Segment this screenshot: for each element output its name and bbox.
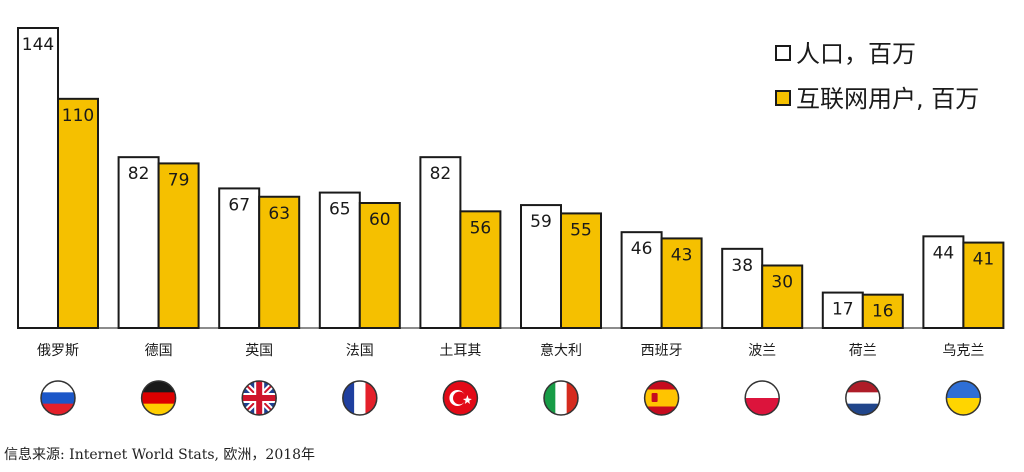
bar-internet-6 xyxy=(660,237,703,330)
value-label-population-5: 59 xyxy=(530,212,552,232)
legend: 人口，百万 互联网用户, 百万 xyxy=(775,40,979,113)
value-label-internet-8: 16 xyxy=(872,302,894,322)
germany-flag-icon xyxy=(140,380,177,416)
flags-layer xyxy=(40,380,982,416)
value-label-internet-7: 30 xyxy=(771,273,793,293)
value-label-population-8: 17 xyxy=(832,300,854,320)
bar-chart: 144 110 俄罗斯 82 79 德国 67 63 英国 65 60 法国 82 56 土耳其 59 55 意大… xyxy=(17,27,1005,416)
bar-internet-2 xyxy=(258,195,301,329)
value-label-internet-3: 60 xyxy=(369,210,391,230)
legend-swatch-internet xyxy=(775,90,791,106)
category-label-2: 英国 xyxy=(245,342,273,359)
italy-flag-icon xyxy=(543,380,579,416)
poland-flag-icon xyxy=(744,380,780,416)
labels-layer: 144 110 俄罗斯 82 79 德国 67 63 英国 65 60 法国 82 56 土耳其 59 55 意大… xyxy=(22,35,994,359)
category-label-5: 意大利 xyxy=(540,342,582,359)
value-label-population-0: 144 xyxy=(22,35,54,55)
category-label-7: 波兰 xyxy=(748,343,776,359)
value-label-internet-5: 55 xyxy=(570,220,592,240)
legend-label-internet: 互联网用户, 百万 xyxy=(796,85,979,113)
netherlands-flag-icon xyxy=(845,380,881,416)
bar-population-0 xyxy=(17,27,59,329)
value-label-population-2: 67 xyxy=(228,195,250,215)
bar-internet-8 xyxy=(861,293,904,329)
bar-internet-4 xyxy=(459,210,502,329)
bar-internet-9 xyxy=(962,241,1005,329)
category-label-1: 德国 xyxy=(145,343,173,359)
category-label-9: 乌克兰 xyxy=(942,343,984,359)
uk-flag-icon xyxy=(241,380,277,416)
category-label-3: 法国 xyxy=(346,343,374,359)
value-label-internet-2: 63 xyxy=(268,204,290,224)
turkey-flag-icon xyxy=(442,380,479,416)
bar-population-9 xyxy=(922,235,965,329)
bar-internet-0 xyxy=(57,97,99,330)
russia-flag-icon xyxy=(40,380,76,416)
spain-flag-icon xyxy=(643,380,680,416)
ukraine-flag-icon xyxy=(945,380,982,416)
france-flag-icon xyxy=(342,380,378,416)
value-label-internet-1: 79 xyxy=(168,170,190,190)
value-label-internet-0: 110 xyxy=(62,106,94,126)
bars-layer xyxy=(17,27,1005,330)
value-label-internet-6: 43 xyxy=(671,245,693,265)
legend-swatch-population xyxy=(775,45,791,61)
value-label-population-6: 46 xyxy=(631,239,653,259)
source-note: 信息来源: Internet World Stats, 欧洲，2018年 xyxy=(4,447,316,463)
category-label-4: 土耳其 xyxy=(439,343,481,359)
bar-internet-5 xyxy=(560,212,602,330)
bar-population-1 xyxy=(117,156,160,329)
category-label-6: 西班牙 xyxy=(641,343,683,359)
value-label-internet-9: 41 xyxy=(973,250,995,270)
category-label-0: 俄罗斯 xyxy=(37,343,79,359)
bar-internet-7 xyxy=(761,264,804,329)
category-label-8: 荷兰 xyxy=(849,343,877,359)
legend-label-population: 人口，百万 xyxy=(796,40,916,68)
value-label-population-4: 82 xyxy=(430,164,452,184)
value-label-population-9: 44 xyxy=(933,243,955,263)
value-label-population-1: 82 xyxy=(128,164,150,184)
value-label-population-3: 65 xyxy=(329,200,351,220)
value-label-population-7: 38 xyxy=(731,256,753,276)
value-label-internet-4: 56 xyxy=(470,218,492,238)
bar-internet-3 xyxy=(358,202,401,329)
bar-internet-1 xyxy=(157,162,200,329)
